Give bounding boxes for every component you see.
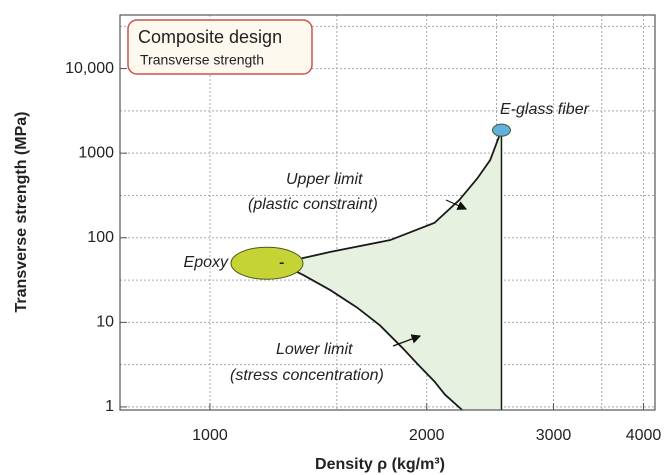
region-fill: [279, 130, 502, 410]
material-point: [230, 246, 304, 280]
series-note: (plastic constraint): [248, 196, 378, 213]
y-axis-label: Transverse strength (MPa): [13, 112, 30, 313]
x-tick-label: 4000: [626, 427, 662, 444]
chart-title: Composite design: [138, 27, 282, 47]
x-tick-label: 2000: [409, 427, 445, 444]
arrow: [445, 199, 468, 210]
point-label: E-glass fiber: [500, 101, 590, 118]
arrow: [392, 334, 422, 347]
y-tick-label: 10: [96, 314, 114, 331]
limit-curve: [279, 129, 503, 265]
y-tick-label: 1: [105, 398, 114, 415]
y-tick-label: 1000: [78, 144, 114, 161]
data: [230, 123, 511, 411]
series-label: Upper limit: [286, 171, 363, 188]
limit-curve: [279, 262, 463, 411]
x-tick-label: 3000: [536, 427, 572, 444]
y-tick-label: 10,000: [65, 60, 114, 77]
point-label: Epoxy: [184, 254, 229, 271]
series-label: Lower limit: [276, 341, 353, 358]
x-tick-label: 1000: [192, 427, 228, 444]
material-point: [491, 123, 511, 137]
y-tick-label: 100: [87, 229, 114, 246]
chart-subtitle: Transverse strength: [140, 52, 264, 68]
x-axis-label: Density ρ (kg/m³): [315, 456, 445, 473]
title-box: [127, 19, 313, 75]
series-note: (stress concentration): [230, 367, 384, 384]
plot-frame: [119, 14, 656, 411]
